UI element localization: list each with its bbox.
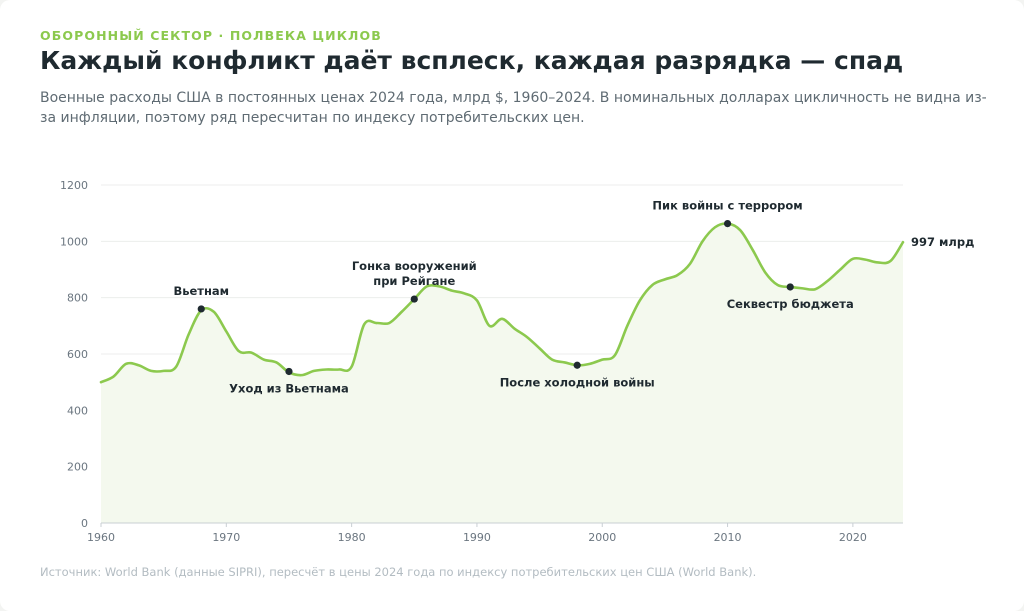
x-tick-label: 2020: [839, 531, 867, 544]
chart-title: Каждый конфликт даёт всплеск, каждая раз…: [40, 46, 904, 75]
annotation-marker: [410, 295, 418, 303]
x-tick-label: 1980: [338, 531, 366, 544]
section-kicker: ОБОРОННЫЙ СЕКТОР · ПОЛВЕКА ЦИКЛОВ: [40, 28, 382, 43]
annotation-label: Пик войны с террором: [652, 199, 802, 213]
x-tick-label: 1960: [87, 531, 115, 544]
annotation-label: при Рейгане: [373, 274, 455, 288]
series-line: [99, 222, 905, 384]
annotation-label: Секвестр бюджета: [727, 297, 854, 311]
y-tick-label: 800: [67, 292, 88, 305]
annotation-marker: [786, 283, 794, 291]
annotation-label: После холодной войны: [500, 375, 655, 389]
y-tick-label: 1200: [60, 179, 88, 192]
y-tick-label: 0: [81, 517, 88, 530]
y-tick-label: 600: [67, 348, 88, 361]
x-tick-label: 2000: [588, 531, 616, 544]
x-tick-label: 1990: [463, 531, 491, 544]
line-layer: [99, 222, 905, 384]
annotation-label: Уход из Вьетнама: [229, 381, 349, 395]
y-tick-label: 1000: [60, 235, 88, 248]
annotation-label: Гонка вооружений: [352, 259, 477, 273]
annotation-marker: [285, 367, 293, 376]
area-layer: [101, 223, 903, 523]
annotation-label: Вьетнам: [173, 284, 229, 298]
annotation-marker: [573, 361, 581, 369]
axes: 0 200 400 600 800 1000 1200 1960 1970 1980 1990 200…: [60, 179, 903, 544]
x-tick-label: 2010: [714, 531, 742, 544]
end-value-label: 997 млрд: [911, 235, 974, 249]
y-tick-label: 200: [67, 461, 88, 474]
x-tick-label: 1970: [212, 531, 240, 544]
annotation-marker: [197, 305, 205, 313]
chart-subtitle: Военные расходы США в постоянных ценах 2…: [40, 90, 987, 126]
y-tick-label: 400: [67, 404, 88, 417]
source-note: Источник: World Bank (данные SIPRI), пер…: [40, 565, 757, 579]
annotations: Вьетнам Уход из Вьетнама Гонка вооруженийп…: [173, 199, 974, 396]
series-area: [101, 223, 903, 523]
annotation-marker: [723, 219, 732, 228]
